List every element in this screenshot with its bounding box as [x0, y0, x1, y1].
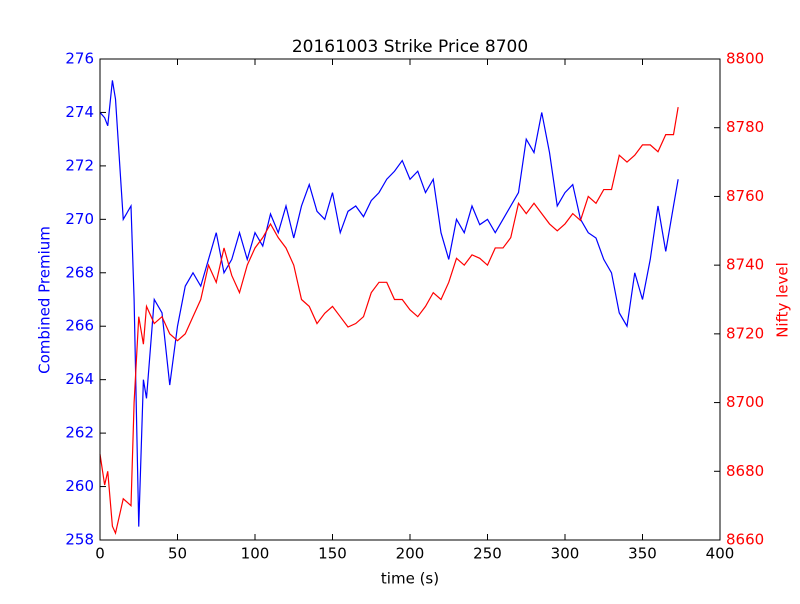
y-tick-label: 264 — [65, 370, 94, 388]
x-axis-label: time (s) — [381, 570, 439, 588]
y2-tick-label: 8720 — [726, 324, 764, 342]
x-tick-label: 300 — [551, 545, 580, 563]
series-line — [99, 106, 679, 536]
y-tick-label: 272 — [65, 156, 94, 174]
y2-tick-label: 8780 — [726, 118, 764, 136]
x-tick-label: 50 — [168, 545, 187, 563]
y-tick-label: 276 — [65, 50, 94, 68]
y2-axis-label: Nifty level — [774, 262, 792, 338]
y2-tick-label: 8680 — [726, 462, 764, 480]
y2-tick-label: 8740 — [726, 256, 764, 274]
x-tick-label: 0 — [95, 545, 105, 563]
x-tick-label: 250 — [473, 545, 502, 563]
y-tick-label: 268 — [65, 263, 94, 281]
chart-title: 20161003 Strike Price 8700 — [292, 37, 528, 57]
y2-tick-label: 8800 — [726, 50, 764, 68]
y-tick-label: 266 — [65, 317, 94, 335]
y-tick-label: 262 — [65, 424, 94, 442]
x-tick-label: 350 — [628, 545, 657, 563]
x-tick-label: 100 — [241, 545, 270, 563]
y-tick-label: 274 — [65, 103, 94, 121]
x-tick-label: 200 — [396, 545, 425, 563]
y-tick-label: 258 — [65, 531, 94, 549]
y-tick-label: 260 — [65, 477, 94, 495]
series-line — [99, 80, 679, 527]
y2-tick-label: 8660 — [726, 531, 764, 549]
x-tick-label: 400 — [706, 545, 735, 563]
y-tick-label: 270 — [65, 210, 94, 228]
x-tick-label: 150 — [318, 545, 347, 563]
y2-tick-label: 8700 — [726, 393, 764, 411]
plot-frame — [99, 58, 721, 541]
y2-tick-label: 8760 — [726, 187, 764, 205]
y-axis-label: Combined Premium — [36, 226, 54, 374]
